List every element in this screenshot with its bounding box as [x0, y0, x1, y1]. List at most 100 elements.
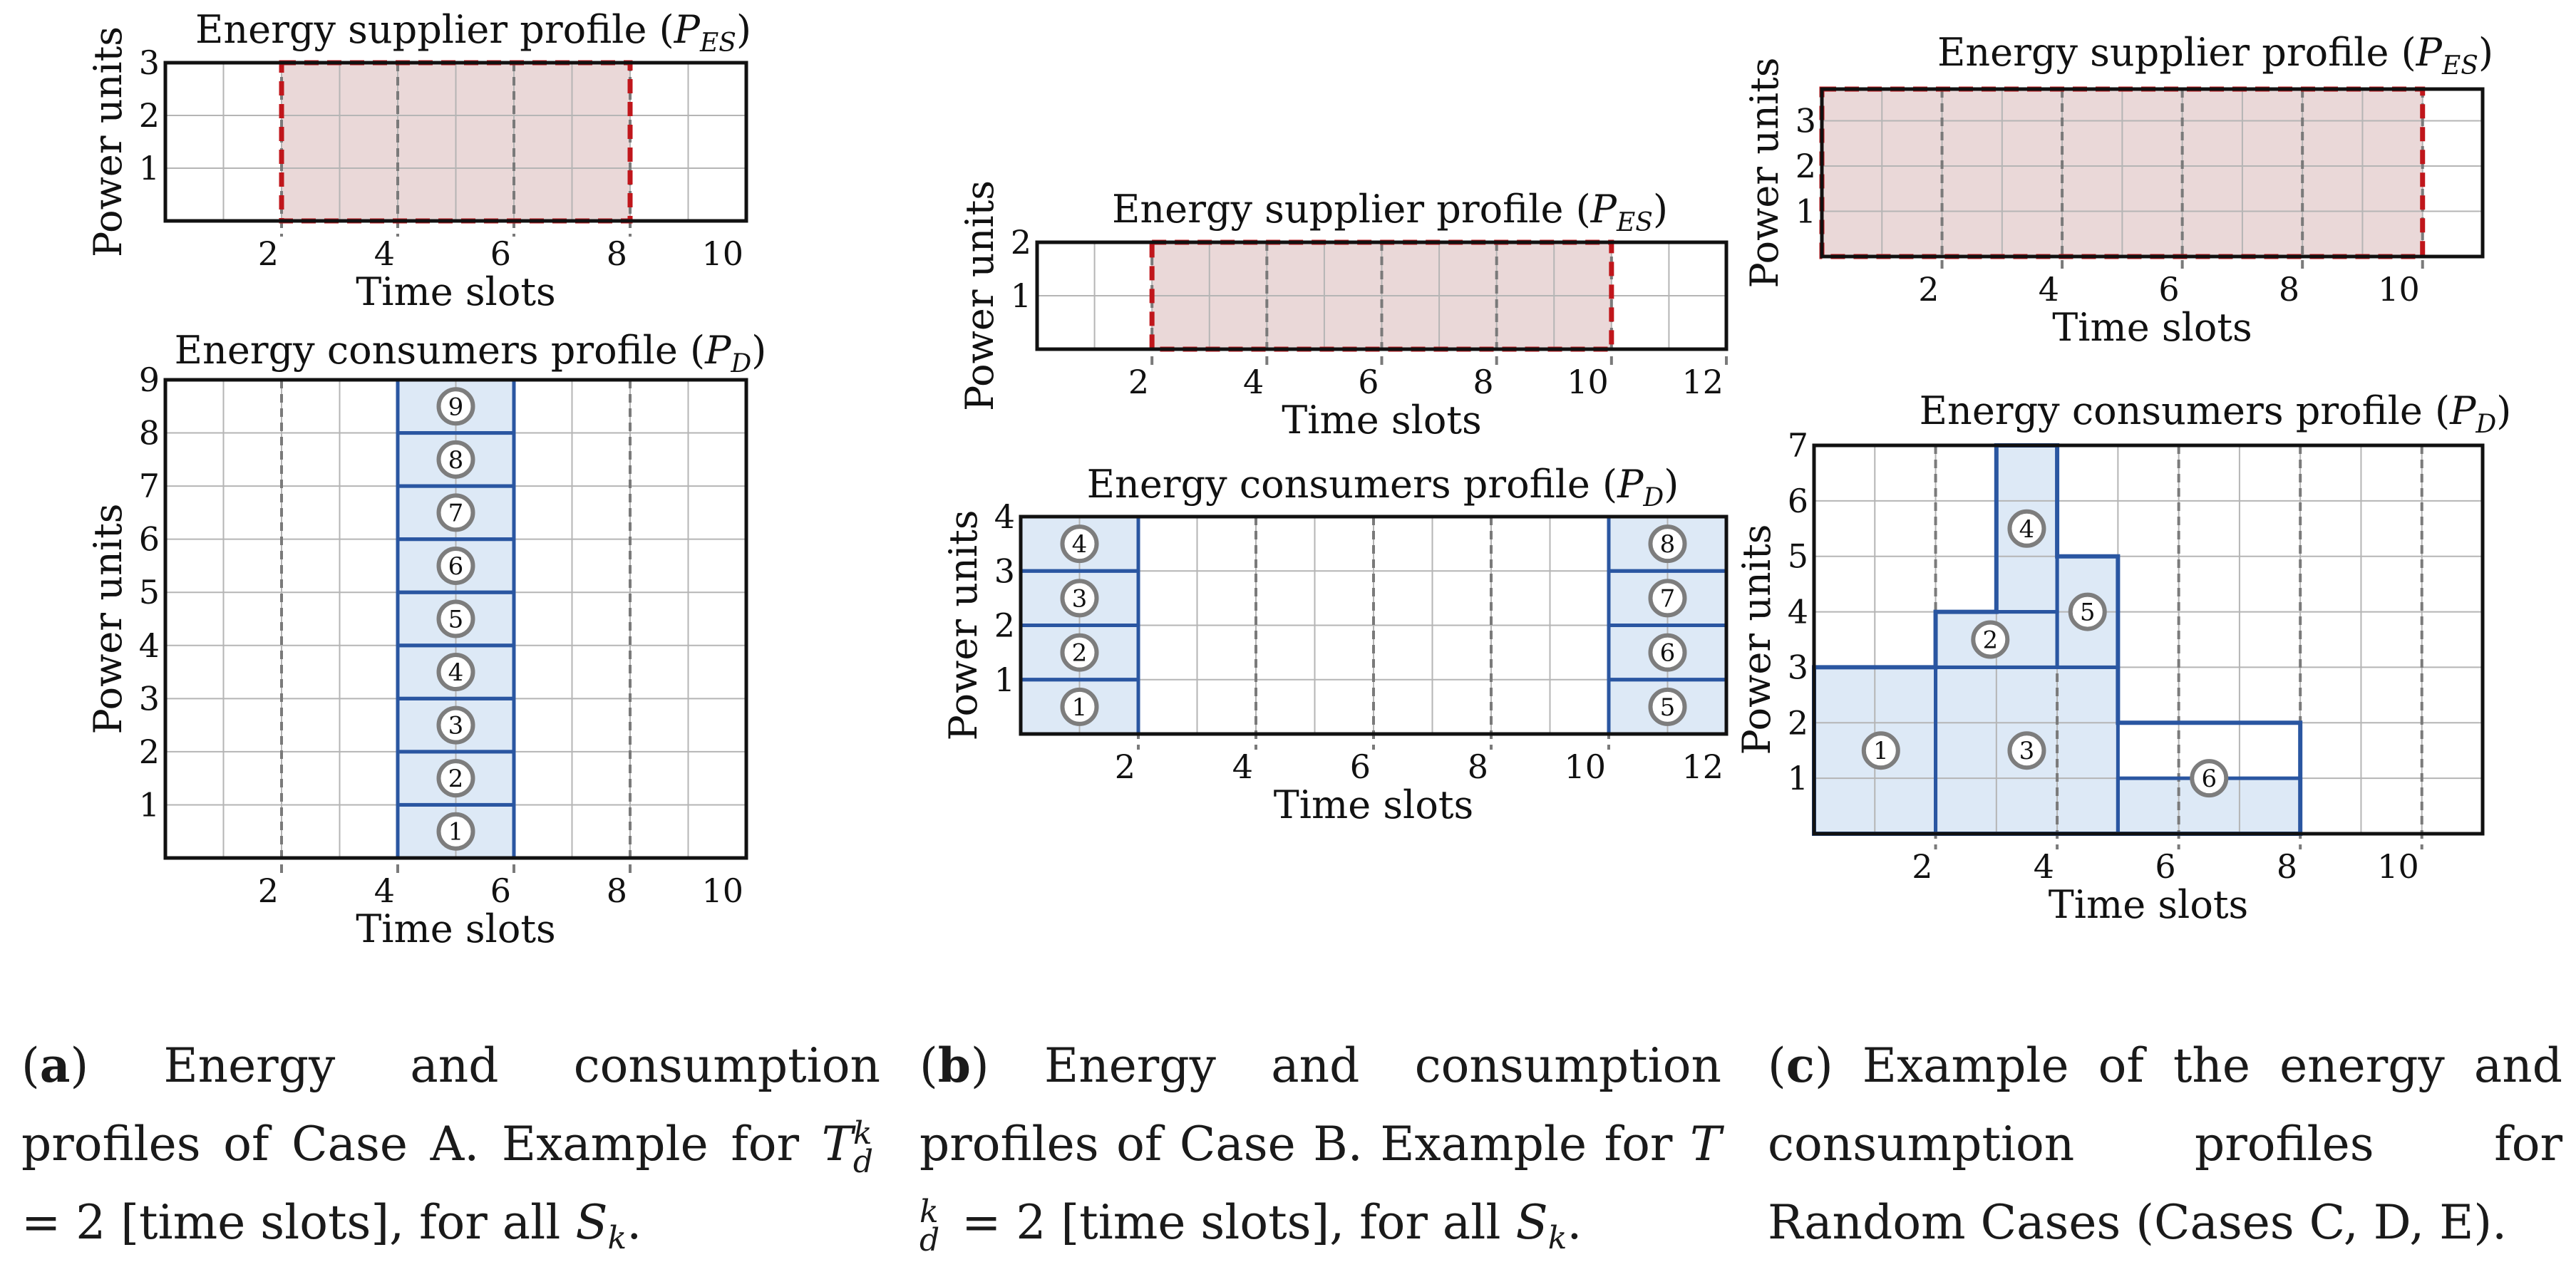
- caption-b-sub: d: [919, 1222, 940, 1258]
- caption-c-text: Example of the energy and consumption pr…: [1768, 1038, 2563, 1250]
- a-consumers-frame: [163, 378, 748, 860]
- consumer-badge-3: [1060, 579, 1099, 618]
- b-supplier-frame: [1035, 240, 1729, 351]
- b-consumers-xtick-label: 10: [1564, 748, 1606, 786]
- consumer-label-6: 6: [2201, 765, 2217, 793]
- panel-c: Energy supplier profile (PES)2 4 6 8 10123Ti…: [1734, 30, 2511, 927]
- a-supplier-ytick-label: 1: [139, 149, 160, 187]
- c-consumers-xtick-label: 10: [2377, 847, 2419, 886]
- consumer-label-3: 3: [1072, 584, 1088, 613]
- caption-a-symbol: T: [821, 1117, 853, 1172]
- c-consumers-ytick-label: 5: [1788, 537, 1808, 576]
- a-consumers-ytick-label: 1: [139, 785, 160, 824]
- caption-a-sub: d: [852, 1144, 873, 1180]
- consumer-label-2: 2: [1072, 639, 1088, 668]
- c-supplier-xtick-label: 2: [1918, 270, 1939, 309]
- c-supplier-ylabel: Power units: [1742, 57, 1787, 288]
- c-consumers-xtick-label: 6: [2155, 847, 2175, 886]
- caption-b-label: b: [937, 1038, 971, 1093]
- chart-a-supplier: Energy supplier profile (PES)2 4 6 8 10123Ti…: [86, 7, 751, 314]
- a-supplier-frame: [163, 61, 748, 223]
- b-consumers-ylabel: Power units: [941, 510, 986, 740]
- a-consumers-title-text: Energy consumers profile (: [175, 328, 705, 373]
- consumer-badge-6: [436, 546, 475, 585]
- a-consumers-ytick-label: 9: [139, 361, 160, 399]
- consumer-label-4: 4: [1072, 530, 1088, 559]
- consumer-badge-2: [1060, 633, 1099, 672]
- consumer-badge-1: [436, 812, 475, 851]
- consumer-label-1: 1: [448, 818, 464, 847]
- panel-b: Energy supplier profile (PES)2 4 6 8 10 1212T…: [941, 180, 1729, 827]
- a-consumers-xtick-label: 4: [374, 872, 395, 910]
- a-supplier-title-subscript: ES: [699, 29, 736, 58]
- consumer-label-8: 8: [1660, 530, 1676, 559]
- a-consumers-title-close: ): [751, 328, 766, 373]
- b-consumers-ytick-label: 3: [994, 552, 1015, 590]
- consumer-label-5: 5: [2080, 599, 2096, 627]
- b-supplier-xtick-label: 10: [1567, 363, 1609, 401]
- consumer-label-5: 5: [448, 606, 464, 634]
- b-supplier-title-close: ): [1653, 187, 1668, 232]
- a-consumers-ytick-label: 6: [139, 520, 160, 559]
- consumer-badge-1: [1861, 731, 1900, 770]
- caption-c-label: c: [1786, 1038, 1815, 1093]
- b-supplier-xtick-label: 8: [1473, 363, 1493, 401]
- figure: Energy supplier profile (PES)2 4 6 8 10123Ti…: [86, 7, 2511, 951]
- c-consumers-frame: [1812, 443, 2485, 836]
- c-supplier-title: Energy supplier profile (PES): [1937, 30, 2493, 81]
- consumer-badge-3: [436, 705, 475, 745]
- b-supplier-xlabel: Time slots: [1282, 398, 1482, 443]
- consumer-badge-4: [2007, 509, 2046, 548]
- b-consumers-xtick-label: 4: [1232, 748, 1253, 786]
- b-consumers-ytick-label: 2: [994, 606, 1015, 645]
- b-supplier-ytick-label: 2: [1011, 223, 1031, 262]
- b-consumers-title-text: Energy consumers profile (: [1087, 462, 1617, 507]
- c-consumers-title-text: Energy consumers profile (: [1920, 388, 2450, 433]
- consumer-label-6: 6: [448, 552, 464, 581]
- a-consumers-xtick-label: 10: [701, 872, 743, 910]
- consumer-badge-2: [1971, 620, 2010, 659]
- chart-a-consumers: Energy consumers profile (PD) 1 2 3 4 5 6 7 8 9 2 4…: [86, 328, 766, 951]
- c-consumers-title-symbol: P: [2449, 388, 2477, 433]
- consumer-label-7: 7: [448, 499, 464, 527]
- b-consumers-xtick-label: 8: [1468, 748, 1488, 786]
- consumer-label-4: 4: [448, 658, 464, 687]
- a-supplier-xtick-label: 4: [374, 234, 395, 273]
- consumer-badge-6: [2190, 759, 2229, 798]
- consumer-label-6: 6: [1660, 639, 1676, 668]
- chart-c-consumers: Energy consumers profile (PD) 1 3 6 2 5 4 2 4 6 8 1…: [1734, 388, 2511, 927]
- consumer-badge-2: [436, 759, 475, 798]
- b-consumers-xtick-label: 2: [1115, 748, 1135, 786]
- caption-a-text: Energy and consumption profiles of Case …: [21, 1038, 880, 1172]
- a-consumers-ytick-label: 3: [139, 679, 160, 718]
- b-supplier-title: Energy supplier profile (PES): [1112, 187, 1668, 237]
- a-consumers-ytick-label: 4: [139, 626, 160, 665]
- c-supplier-title-close: ): [2478, 30, 2493, 75]
- chart-b-supplier: Energy supplier profile (PES)2 4 6 8 10 1212T…: [957, 180, 1729, 443]
- c-supplier-xtick-label: 8: [2279, 270, 2299, 309]
- consumer-label-7: 7: [1660, 584, 1676, 613]
- c-consumers-ytick-label: 7: [1788, 426, 1808, 465]
- b-consumers-title-subscript: D: [1642, 483, 1664, 512]
- b-consumers-ytick-label: 4: [994, 497, 1015, 536]
- a-consumers-ytick-label: 2: [139, 733, 160, 771]
- consumer-badge-8: [436, 440, 475, 479]
- consumer-badge-5: [1648, 687, 1687, 726]
- a-consumers-title-subscript: D: [730, 349, 751, 378]
- c-supplier-ytick-label: 2: [1796, 147, 1816, 185]
- consumer-label-5: 5: [1660, 693, 1676, 722]
- c-supplier-title-symbol: P: [2416, 30, 2443, 75]
- caption-b-symbol: T: [1689, 1117, 1722, 1172]
- caption-a: (a) Energy and consumption profiles of C…: [21, 1038, 880, 1257]
- b-supplier-xtick-label: 2: [1128, 363, 1149, 401]
- a-consumers-ytick-label: 5: [139, 573, 160, 611]
- c-consumers-xtick-label: 8: [2277, 847, 2297, 886]
- a-supplier-title-symbol: P: [674, 7, 701, 52]
- a-consumers-xtick-label: 8: [607, 872, 627, 910]
- consumer-label-9: 9: [448, 393, 464, 421]
- a-consumers-xlabel: Time slots: [356, 906, 556, 951]
- caption-b-after: = 2 [time slots], for all: [962, 1195, 1501, 1250]
- consumer-label-1: 1: [1873, 737, 1889, 765]
- b-supplier-ytick-label: 1: [1011, 276, 1031, 315]
- caption-a-sub-2: k: [607, 1220, 627, 1257]
